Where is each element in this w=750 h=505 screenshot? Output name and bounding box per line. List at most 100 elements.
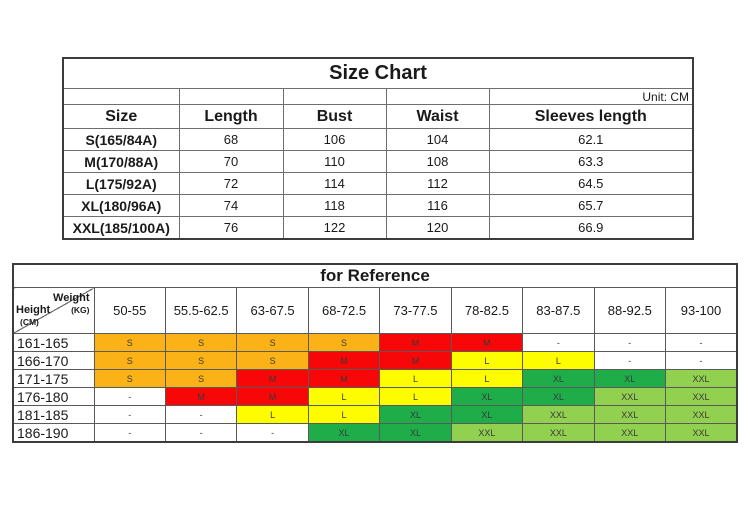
reference-cell: - bbox=[522, 333, 595, 352]
reference-cell: - bbox=[593, 333, 667, 352]
reference-cell: L bbox=[236, 405, 309, 424]
table-row: L(175/92A) 72 114 112 64.5 bbox=[62, 172, 694, 195]
weight-unit-label: (KG) bbox=[71, 305, 90, 315]
reference-cell: XL bbox=[307, 423, 381, 443]
table-cell: 62.1 bbox=[488, 128, 694, 151]
spacer-cell bbox=[282, 88, 387, 105]
reference-table: for Reference Weight (KG) Height (CM) 50… bbox=[12, 263, 738, 443]
reference-cell: L bbox=[522, 351, 595, 370]
reference-cell: S bbox=[93, 369, 166, 388]
weight-column-header: 88-92.5 bbox=[593, 287, 667, 334]
reference-cell: L bbox=[307, 387, 381, 406]
reference-cell: S bbox=[236, 333, 309, 352]
height-label: Height bbox=[16, 304, 51, 316]
height-row-label: 161-165 bbox=[12, 333, 95, 352]
reference-cell: M bbox=[450, 333, 524, 352]
table-cell: 114 bbox=[282, 172, 387, 195]
size-chart-title-row: Size Chart bbox=[62, 57, 694, 89]
table-cell: 64.5 bbox=[488, 172, 694, 195]
size-label: XL(180/96A) bbox=[62, 194, 180, 217]
reference-cell: S bbox=[93, 351, 166, 370]
height-row-label: 166-170 bbox=[12, 351, 95, 370]
table-row: 181-185 - - L L XL XL XXL XXL XXL bbox=[12, 405, 738, 424]
reference-title: for Reference bbox=[12, 263, 738, 288]
reference-cell: M bbox=[236, 387, 309, 406]
spacer-cell bbox=[62, 88, 180, 105]
column-header-bust: Bust bbox=[282, 104, 387, 129]
reference-cell: XL bbox=[522, 369, 595, 388]
reference-cell: S bbox=[164, 333, 238, 352]
reference-cell: XXL bbox=[593, 405, 667, 424]
size-label: S(165/84A) bbox=[62, 128, 180, 151]
unit-row: Unit: CM bbox=[62, 88, 694, 105]
column-header-waist: Waist bbox=[385, 104, 490, 129]
reference-cell: L bbox=[450, 369, 524, 388]
reference-cell: S bbox=[307, 333, 381, 352]
height-row-label: 176-180 bbox=[12, 387, 95, 406]
reference-cell: - bbox=[93, 387, 166, 406]
table-cell: 76 bbox=[178, 216, 284, 240]
reference-cell: XXL bbox=[665, 387, 738, 406]
weight-column-header: 93-100 bbox=[665, 287, 738, 334]
reference-cell: S bbox=[164, 369, 238, 388]
table-cell: 68 bbox=[178, 128, 284, 151]
size-label: M(170/88A) bbox=[62, 150, 180, 173]
size-label: L(175/92A) bbox=[62, 172, 180, 195]
height-row-label: 181-185 bbox=[12, 405, 95, 424]
table-cell: 65.7 bbox=[488, 194, 694, 217]
reference-cell: XXL bbox=[593, 387, 667, 406]
reference-cell: - bbox=[236, 423, 309, 443]
table-cell: 70 bbox=[178, 150, 284, 173]
column-header-size: Size bbox=[62, 104, 180, 129]
reference-cell: XL bbox=[379, 423, 452, 443]
weight-column-header: 50-55 bbox=[93, 287, 166, 334]
reference-cell: XL bbox=[522, 387, 595, 406]
reference-cell: L bbox=[379, 369, 452, 388]
table-cell: 74 bbox=[178, 194, 284, 217]
reference-cell: - bbox=[665, 333, 738, 352]
reference-title-row: for Reference bbox=[12, 263, 738, 288]
table-row: XL(180/96A) 74 118 116 65.7 bbox=[62, 194, 694, 217]
table-cell: 112 bbox=[385, 172, 490, 195]
table-row: 166-170 S S S M M L L - - bbox=[12, 351, 738, 370]
table-cell: 118 bbox=[282, 194, 387, 217]
table-cell: 106 bbox=[282, 128, 387, 151]
column-header-length: Length bbox=[178, 104, 284, 129]
reference-cell: - bbox=[665, 351, 738, 370]
reference-cell: M bbox=[236, 369, 309, 388]
reference-cell: L bbox=[450, 351, 524, 370]
reference-cell: M bbox=[379, 351, 452, 370]
reference-cell: - bbox=[93, 405, 166, 424]
reference-cell: S bbox=[236, 351, 309, 370]
reference-cell: - bbox=[164, 405, 238, 424]
table-row: XXL(185/100A) 76 122 120 66.9 bbox=[62, 216, 694, 240]
size-chart-title: Size Chart bbox=[62, 57, 694, 89]
size-chart-header-row: Size Length Bust Waist Sleeves length bbox=[62, 104, 694, 129]
reference-cell: XL bbox=[450, 405, 524, 424]
reference-cell: XXL bbox=[522, 423, 595, 443]
reference-cell: XXL bbox=[593, 423, 667, 443]
reference-cell: XXL bbox=[665, 405, 738, 424]
table-cell: 66.9 bbox=[488, 216, 694, 240]
reference-cell: - bbox=[593, 351, 667, 370]
reference-cell: - bbox=[164, 423, 238, 443]
reference-cell: M bbox=[307, 369, 381, 388]
table-cell: 72 bbox=[178, 172, 284, 195]
column-header-sleeves: Sleeves length bbox=[488, 104, 694, 129]
size-label: XXL(185/100A) bbox=[62, 216, 180, 240]
height-row-label: 171-175 bbox=[12, 369, 95, 388]
reference-cell: XXL bbox=[450, 423, 524, 443]
spacer-cell bbox=[385, 88, 490, 105]
table-row: M(170/88A) 70 110 108 63.3 bbox=[62, 150, 694, 173]
weight-column-header: 83-87.5 bbox=[522, 287, 595, 334]
weight-column-header: 63-67.5 bbox=[236, 287, 309, 334]
table-row: 176-180 - M M L L XL XL XXL XXL bbox=[12, 387, 738, 406]
reference-cell: XL bbox=[450, 387, 524, 406]
reference-cell: S bbox=[164, 351, 238, 370]
reference-cell: XXL bbox=[522, 405, 595, 424]
weight-column-header: 55.5-62.5 bbox=[164, 287, 238, 334]
weight-column-header: 73-77.5 bbox=[379, 287, 452, 334]
table-cell: 104 bbox=[385, 128, 490, 151]
table-cell: 110 bbox=[282, 150, 387, 173]
reference-cell: XL bbox=[379, 405, 452, 424]
